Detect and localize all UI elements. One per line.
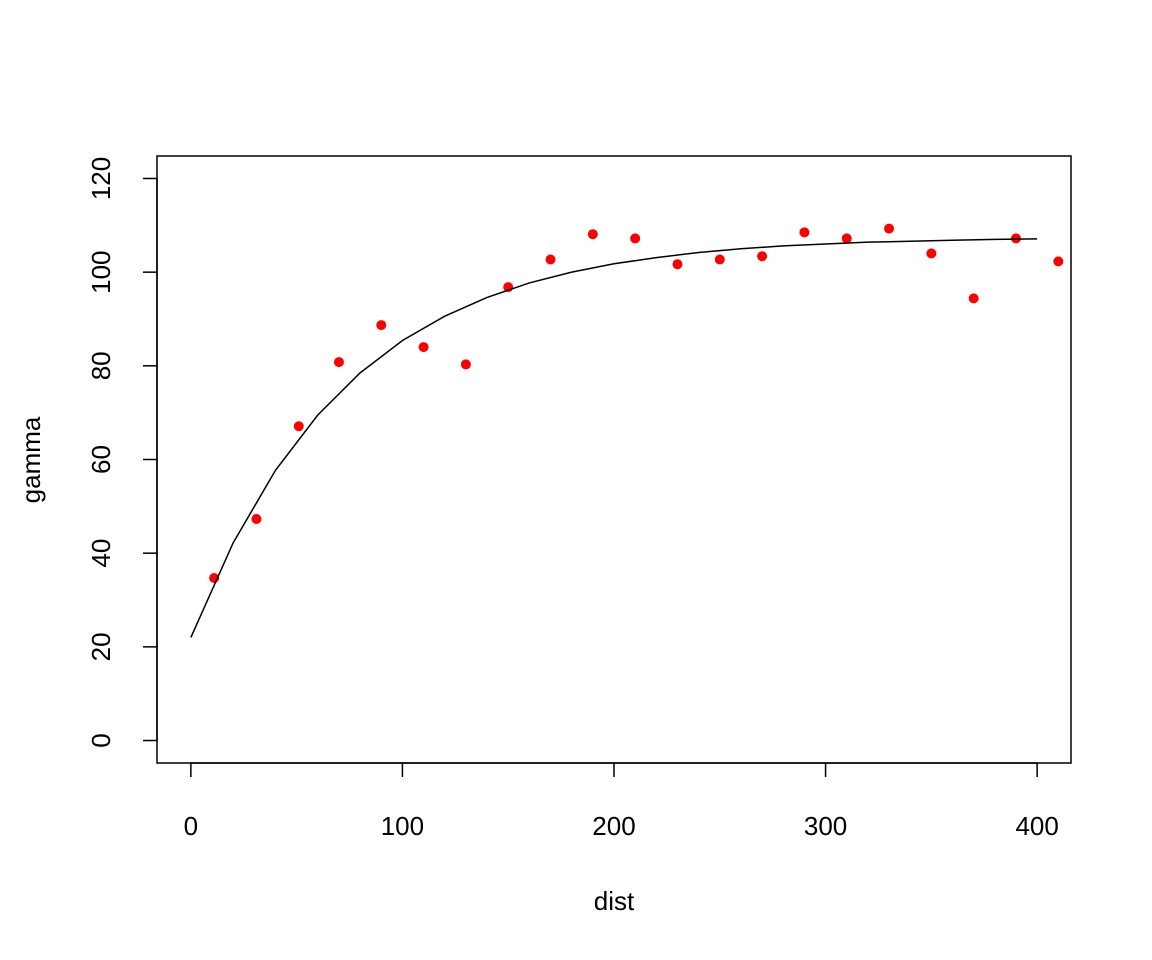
y-tick-label: 0 — [86, 733, 116, 747]
y-tick-label: 20 — [86, 632, 116, 661]
data-point — [293, 421, 304, 432]
data-point — [333, 357, 344, 368]
y-tick-label: 40 — [86, 539, 116, 568]
data-point — [799, 227, 810, 238]
data-point — [968, 293, 979, 304]
x-tick-label: 0 — [184, 811, 198, 841]
y-tick-label: 60 — [86, 445, 116, 474]
x-axis-label: dist — [594, 886, 635, 916]
data-point — [545, 254, 556, 265]
data-point — [884, 223, 895, 234]
y-tick-label: 80 — [86, 351, 116, 380]
data-point — [376, 320, 387, 331]
data-point — [672, 259, 683, 270]
data-point — [841, 233, 852, 244]
y-axis-label: gamma — [16, 416, 46, 503]
x-tick-label: 100 — [381, 811, 424, 841]
data-point — [251, 513, 262, 524]
x-tick-label: 400 — [1015, 811, 1058, 841]
y-tick-label: 100 — [86, 250, 116, 293]
data-point — [460, 359, 471, 370]
data-point — [587, 229, 598, 240]
y-tick-label: 120 — [86, 157, 116, 200]
data-point — [418, 342, 429, 353]
fit-line — [190, 238, 1038, 638]
data-point — [926, 248, 937, 259]
data-point — [1053, 256, 1064, 267]
x-tick-label: 200 — [592, 811, 635, 841]
data-point — [757, 251, 768, 262]
data-point — [714, 254, 725, 265]
data-point — [630, 233, 641, 244]
x-tick-label: 300 — [804, 811, 847, 841]
